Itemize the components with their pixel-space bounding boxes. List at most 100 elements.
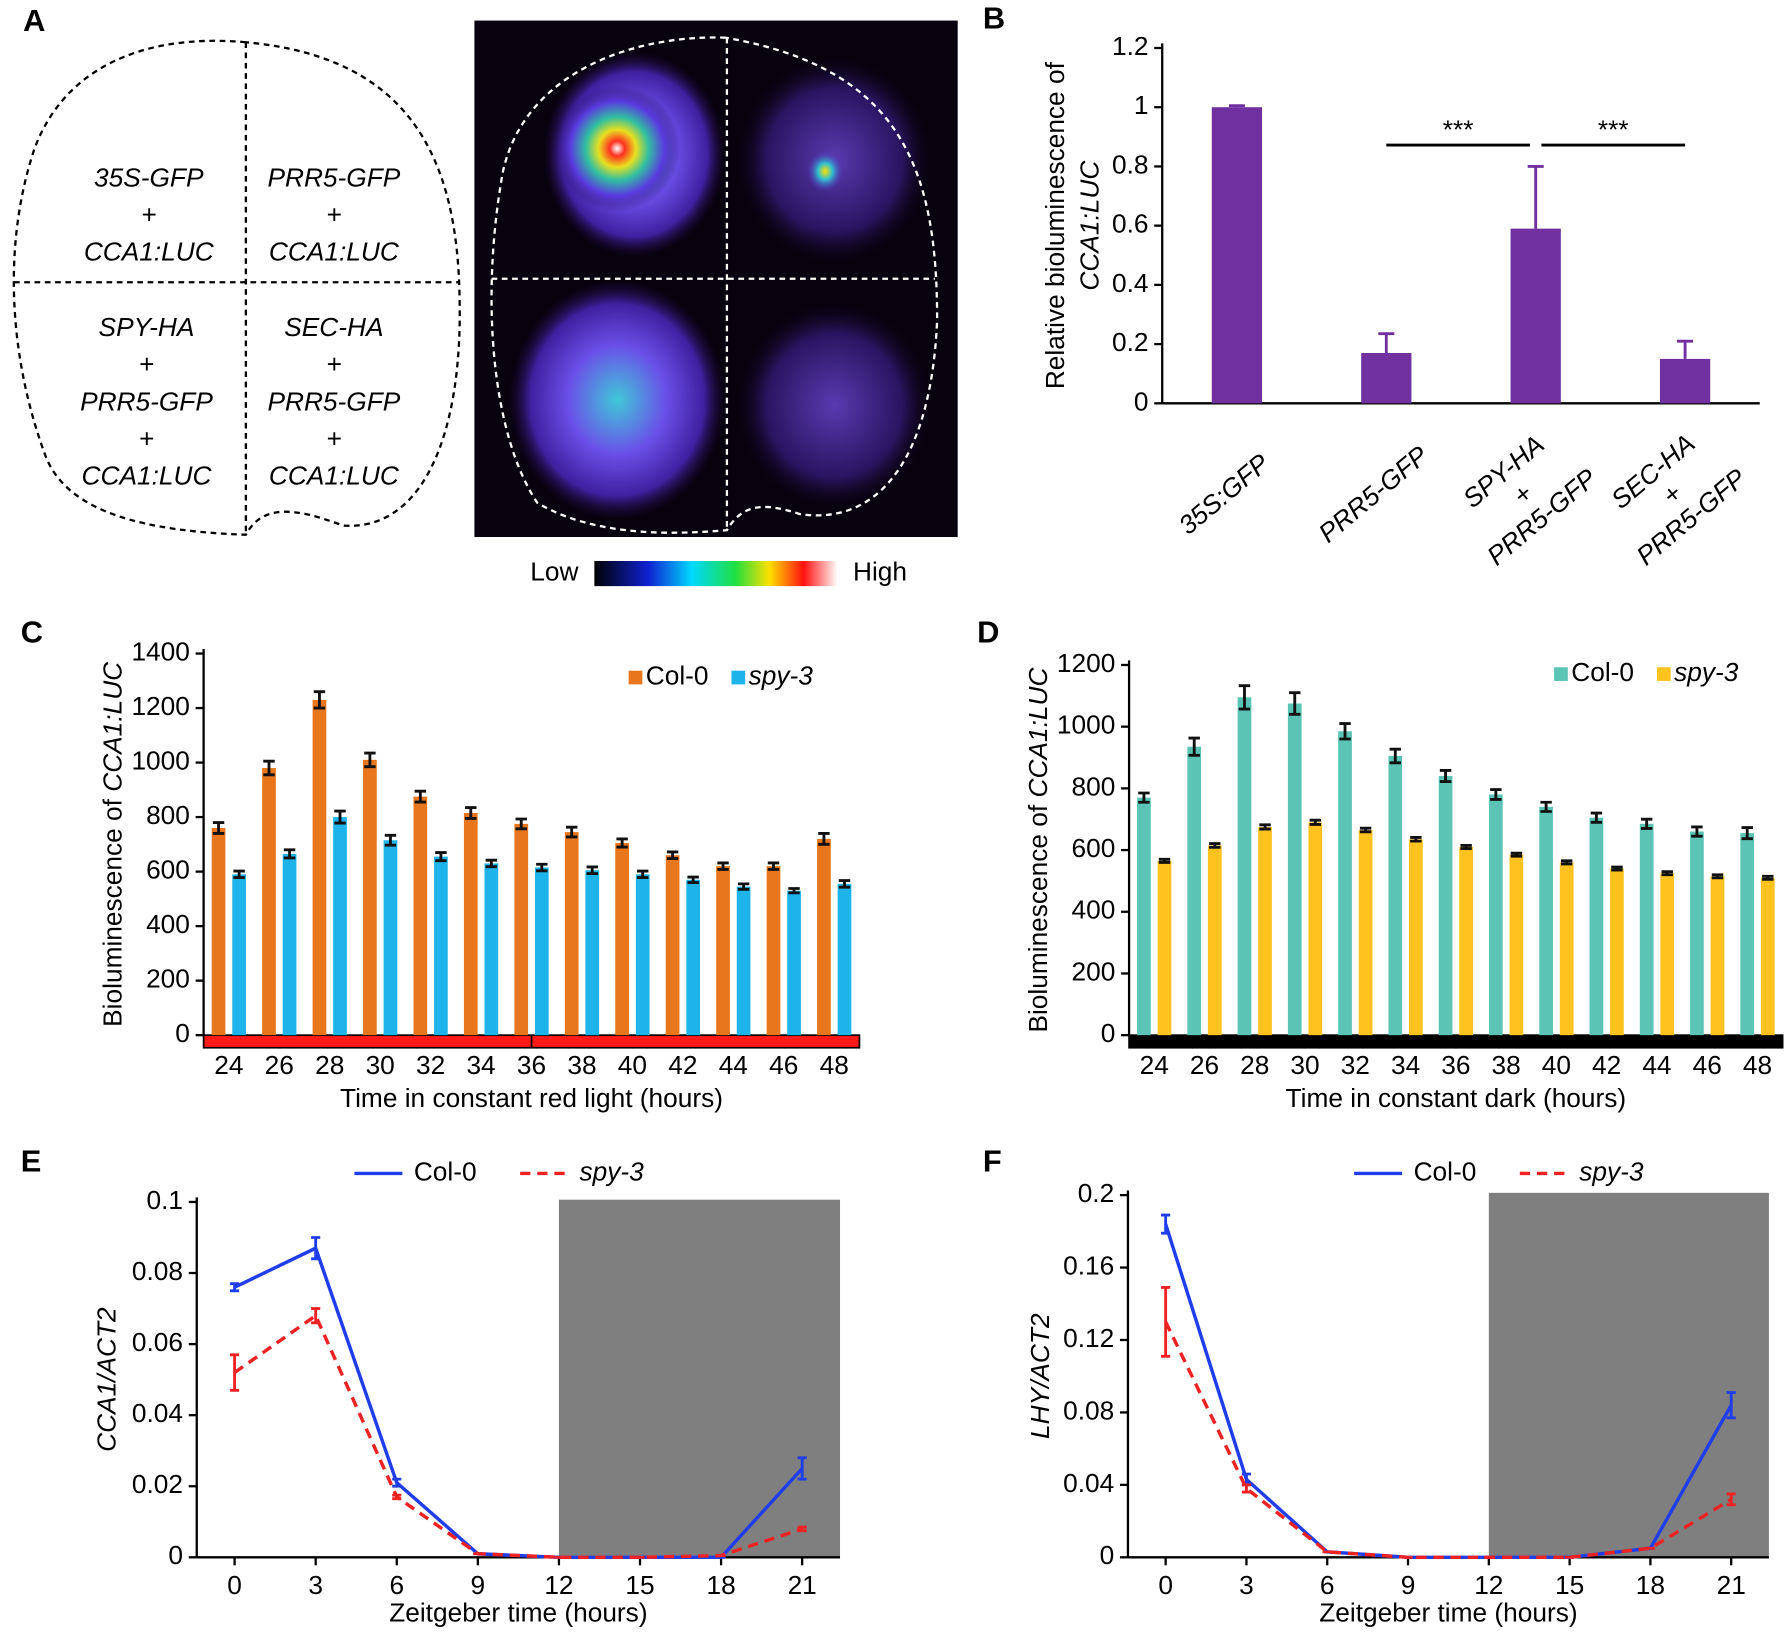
bar xyxy=(1137,797,1151,1036)
y-axis-label-part: Bioluminescence of xyxy=(1023,804,1053,1032)
x-tick-label: 26 xyxy=(265,1050,294,1080)
y-tick-label: 0.8 xyxy=(1112,149,1149,179)
bar xyxy=(635,874,650,1036)
y-tick-label: 800 xyxy=(1072,771,1116,801)
error-bar xyxy=(1490,788,1502,801)
x-tick-label: 46 xyxy=(1693,1050,1722,1080)
error-bar xyxy=(788,887,800,895)
dark-period xyxy=(1488,1192,1769,1558)
error-bar xyxy=(1228,104,1245,108)
x-tick-label: 30 xyxy=(366,1050,395,1080)
y-tick-label: 400 xyxy=(146,909,190,939)
x-tick-label: 9 xyxy=(1401,1570,1416,1600)
cell-label: PRR5-GFP xyxy=(267,162,400,192)
bar xyxy=(716,866,730,1036)
x-tick-label: 26 xyxy=(1190,1050,1219,1080)
cell-label: + xyxy=(326,349,341,379)
error-bar xyxy=(311,1307,321,1325)
bar xyxy=(1539,806,1553,1036)
error-bar xyxy=(485,858,498,869)
x-tick-label: 42 xyxy=(1592,1050,1621,1080)
error-bar xyxy=(230,1282,240,1293)
error-bar xyxy=(233,869,245,880)
error-bar xyxy=(797,1456,807,1481)
error-bar xyxy=(283,848,296,860)
y-tick-label: 1200 xyxy=(131,691,189,721)
bar xyxy=(1459,846,1473,1036)
x-axis-label: Zeitgeber time (hours) xyxy=(1319,1597,1577,1627)
error-bar xyxy=(1359,826,1372,834)
bar xyxy=(262,768,276,1036)
bar xyxy=(1610,868,1624,1036)
error-bar xyxy=(818,832,830,846)
bar xyxy=(1438,776,1453,1036)
error-bar xyxy=(1389,747,1402,765)
x-tick-label: 32 xyxy=(1341,1050,1370,1080)
bar xyxy=(413,796,428,1036)
y-tick-label: 0.4 xyxy=(1112,268,1149,298)
cell-label: + xyxy=(326,423,341,453)
error-bar xyxy=(767,861,780,871)
y-tick-label: 0.04 xyxy=(1063,1468,1114,1498)
error-bar xyxy=(212,821,225,835)
x-tick-label: 6 xyxy=(1320,1570,1335,1600)
bar xyxy=(333,817,347,1036)
y-tick-label: 0.16 xyxy=(1063,1250,1114,1280)
error-bar xyxy=(687,875,699,884)
error-bar xyxy=(414,789,427,804)
bar xyxy=(1690,831,1704,1036)
y-tick-label: 0.04 xyxy=(132,1398,183,1428)
significance-label: *** xyxy=(1598,114,1629,144)
error-bar xyxy=(1241,1472,1252,1487)
error-bar xyxy=(311,1236,321,1261)
cell-label: CCA1:LUC xyxy=(269,237,400,267)
error-bar xyxy=(737,882,750,891)
colorbar-high: High xyxy=(853,557,907,587)
colorbar-low: Low xyxy=(530,557,579,587)
y-tick-label: 0.06 xyxy=(132,1327,183,1357)
error-bar xyxy=(392,1493,402,1501)
y-tick-label: 0.2 xyxy=(1112,327,1149,357)
error-bar xyxy=(334,809,346,825)
bar xyxy=(817,838,831,1036)
y-axis-label-part: CCA1:LUC xyxy=(97,661,127,792)
error-bar xyxy=(565,825,578,839)
legend-swatch xyxy=(628,670,643,685)
x-tick-label: 28 xyxy=(1240,1050,1269,1080)
error-bar xyxy=(1410,835,1422,843)
error-bar xyxy=(1309,818,1322,826)
y-tick-label: 0.6 xyxy=(1112,209,1149,239)
bar xyxy=(736,886,751,1036)
error-bar xyxy=(515,817,527,831)
bar xyxy=(484,863,499,1036)
bar xyxy=(1308,822,1323,1036)
cell-label: CCA1:LUC xyxy=(269,461,400,491)
x-tick-label: 44 xyxy=(719,1050,748,1080)
error-bar xyxy=(1677,339,1694,359)
y-axis-label: CCA1:LUC xyxy=(1074,160,1104,291)
error-bar xyxy=(1188,736,1200,757)
y-tick-label: 0.08 xyxy=(132,1256,183,1286)
y-tick-label: 0 xyxy=(1100,1540,1115,1570)
x-tick-label: 35S:GFP xyxy=(1173,448,1275,541)
error-bar xyxy=(1158,857,1171,864)
cell-label: + xyxy=(139,349,154,379)
x-tick-label: PRR5-GFP xyxy=(1313,440,1434,549)
x-tick-label: 40 xyxy=(1542,1050,1571,1080)
bar xyxy=(363,759,377,1036)
error-bar xyxy=(1560,859,1573,866)
bar xyxy=(282,853,297,1036)
bar xyxy=(1589,817,1604,1036)
y-tick-label: 800 xyxy=(146,800,190,830)
panel-letter: E xyxy=(21,1143,42,1178)
x-tick-label: 48 xyxy=(820,1050,849,1080)
error-bar xyxy=(313,690,326,710)
error-bar xyxy=(465,806,477,820)
series-line xyxy=(1164,1223,1733,1560)
x-tick-label: 28 xyxy=(315,1050,344,1080)
significance-label: *** xyxy=(1443,114,1474,144)
cell-label: SPY-HA xyxy=(99,312,195,342)
x-tick-label: 21 xyxy=(1717,1570,1746,1600)
error-bar xyxy=(1527,165,1544,229)
bar xyxy=(766,866,781,1036)
